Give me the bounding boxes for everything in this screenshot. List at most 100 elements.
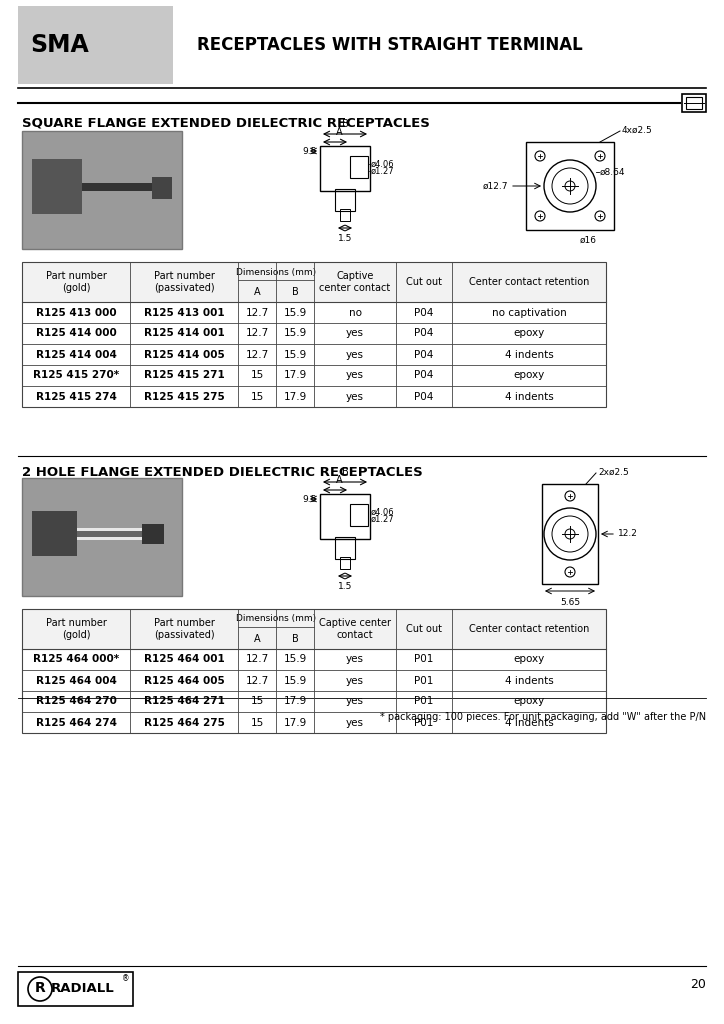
- Text: 1.5: 1.5: [338, 582, 352, 591]
- Text: Part number
(gold): Part number (gold): [46, 270, 106, 293]
- Text: 12.7: 12.7: [245, 307, 269, 317]
- Bar: [22, 478, 182, 596]
- Text: epoxy: epoxy: [513, 654, 544, 665]
- Text: R125 464 000*: R125 464 000*: [33, 654, 119, 665]
- Text: Captive center
contact: Captive center contact: [319, 617, 391, 640]
- Text: yes: yes: [346, 676, 364, 685]
- Text: epoxy: epoxy: [513, 371, 544, 381]
- Text: 2 HOLE FLANGE EXTENDED DIELECTRIC RECEPTACLES: 2 HOLE FLANGE EXTENDED DIELECTRIC RECEPT…: [22, 466, 423, 479]
- Text: R: R: [35, 981, 46, 995]
- Text: P04: P04: [414, 371, 434, 381]
- Bar: [542, 484, 598, 584]
- Text: 12.2: 12.2: [618, 529, 638, 539]
- Text: B: B: [292, 634, 298, 644]
- Bar: [335, 189, 355, 211]
- Bar: [22, 609, 606, 649]
- Text: P04: P04: [414, 349, 434, 359]
- Text: A: A: [336, 127, 342, 137]
- Text: B: B: [342, 119, 348, 129]
- Text: yes: yes: [346, 391, 364, 401]
- Text: 5.65: 5.65: [560, 598, 580, 607]
- Text: epoxy: epoxy: [513, 696, 544, 707]
- Text: ø8.64: ø8.64: [600, 168, 626, 176]
- Text: 12.7: 12.7: [245, 654, 269, 665]
- Text: SQUARE FLANGE EXTENDED DIELECTRIC RECEPTACLES: SQUARE FLANGE EXTENDED DIELECTRIC RECEPT…: [22, 116, 430, 129]
- Text: ø1.27: ø1.27: [371, 514, 395, 523]
- Text: * packaging: 100 pieces. For unit packaging, add "W" after the P/N: * packaging: 100 pieces. For unit packag…: [380, 712, 706, 722]
- Text: R125 464 270: R125 464 270: [35, 696, 117, 707]
- Text: P01: P01: [414, 696, 434, 707]
- Text: 15: 15: [251, 371, 264, 381]
- Bar: [682, 94, 706, 112]
- Text: R125 464 275: R125 464 275: [143, 718, 224, 727]
- Text: 15: 15: [251, 391, 264, 401]
- Text: P01: P01: [414, 676, 434, 685]
- Text: 17.9: 17.9: [283, 391, 307, 401]
- Text: B: B: [292, 287, 298, 297]
- Text: yes: yes: [346, 718, 364, 727]
- Text: Cut out: Cut out: [406, 624, 442, 634]
- Text: 17.9: 17.9: [283, 718, 307, 727]
- Bar: [152, 177, 172, 199]
- Text: 2xø2.5: 2xø2.5: [598, 468, 628, 476]
- Text: R125 413 001: R125 413 001: [143, 307, 224, 317]
- Bar: [340, 557, 350, 569]
- Text: yes: yes: [346, 329, 364, 339]
- Text: R125 414 001: R125 414 001: [143, 329, 224, 339]
- Text: 4 indents: 4 indents: [505, 391, 553, 401]
- Text: 12.7: 12.7: [245, 349, 269, 359]
- Text: P04: P04: [414, 391, 434, 401]
- Text: 9.5: 9.5: [303, 146, 317, 156]
- FancyArrow shape: [82, 183, 152, 191]
- Text: R125 464 005: R125 464 005: [143, 676, 224, 685]
- Text: ø16: ø16: [580, 236, 597, 245]
- FancyArrow shape: [77, 528, 142, 540]
- Text: Dimensions (mm): Dimensions (mm): [236, 267, 316, 276]
- Text: 12.7: 12.7: [245, 329, 269, 339]
- Text: ø12.7: ø12.7: [482, 181, 508, 190]
- Text: 1.5: 1.5: [338, 234, 352, 243]
- Bar: [526, 142, 614, 230]
- Text: R125 415 270*: R125 415 270*: [33, 371, 119, 381]
- Text: Center contact retention: Center contact retention: [469, 278, 589, 287]
- Text: yes: yes: [346, 696, 364, 707]
- Bar: [320, 146, 370, 191]
- Text: yes: yes: [346, 371, 364, 381]
- Bar: [22, 609, 606, 733]
- Text: 15: 15: [251, 718, 264, 727]
- Text: P04: P04: [414, 307, 434, 317]
- Text: RADIALL: RADIALL: [51, 981, 115, 994]
- Text: R125 415 275: R125 415 275: [143, 391, 224, 401]
- Text: P01: P01: [414, 718, 434, 727]
- Text: 4 indents: 4 indents: [505, 349, 553, 359]
- Text: R125 464 271: R125 464 271: [143, 696, 224, 707]
- Bar: [340, 209, 350, 221]
- Text: 15.9: 15.9: [283, 654, 307, 665]
- Text: 17.9: 17.9: [283, 371, 307, 381]
- Text: 4 indents: 4 indents: [505, 718, 553, 727]
- Text: Part number
(passivated): Part number (passivated): [153, 617, 214, 640]
- Text: R125 464 001: R125 464 001: [143, 654, 224, 665]
- Text: Cut out: Cut out: [406, 278, 442, 287]
- Text: no captivation: no captivation: [492, 307, 566, 317]
- Text: Part number
(gold): Part number (gold): [46, 617, 106, 640]
- Bar: [142, 524, 164, 544]
- Text: ø4.06: ø4.06: [371, 160, 395, 169]
- Text: R125 464 274: R125 464 274: [35, 718, 117, 727]
- Text: 17.9: 17.9: [283, 696, 307, 707]
- Text: 4xø2.5: 4xø2.5: [622, 126, 653, 134]
- Text: SMA: SMA: [30, 33, 89, 57]
- Bar: [320, 494, 370, 539]
- Bar: [32, 159, 82, 214]
- Text: R125 464 004: R125 464 004: [35, 676, 117, 685]
- Text: R125 414 004: R125 414 004: [35, 349, 117, 359]
- Text: no: no: [348, 307, 361, 317]
- Text: 4 indents: 4 indents: [505, 676, 553, 685]
- Bar: [350, 156, 368, 178]
- Text: epoxy: epoxy: [513, 329, 544, 339]
- Text: yes: yes: [346, 349, 364, 359]
- Text: RECEPTACLES WITH STRAIGHT TERMINAL: RECEPTACLES WITH STRAIGHT TERMINAL: [197, 36, 583, 54]
- Text: 9.5: 9.5: [303, 495, 317, 504]
- Bar: [22, 262, 606, 407]
- Text: 15.9: 15.9: [283, 676, 307, 685]
